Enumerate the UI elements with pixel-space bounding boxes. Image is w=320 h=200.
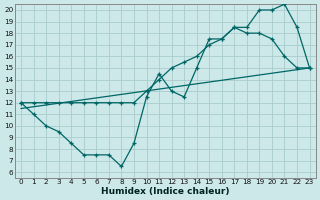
X-axis label: Humidex (Indice chaleur): Humidex (Indice chaleur) xyxy=(101,187,229,196)
